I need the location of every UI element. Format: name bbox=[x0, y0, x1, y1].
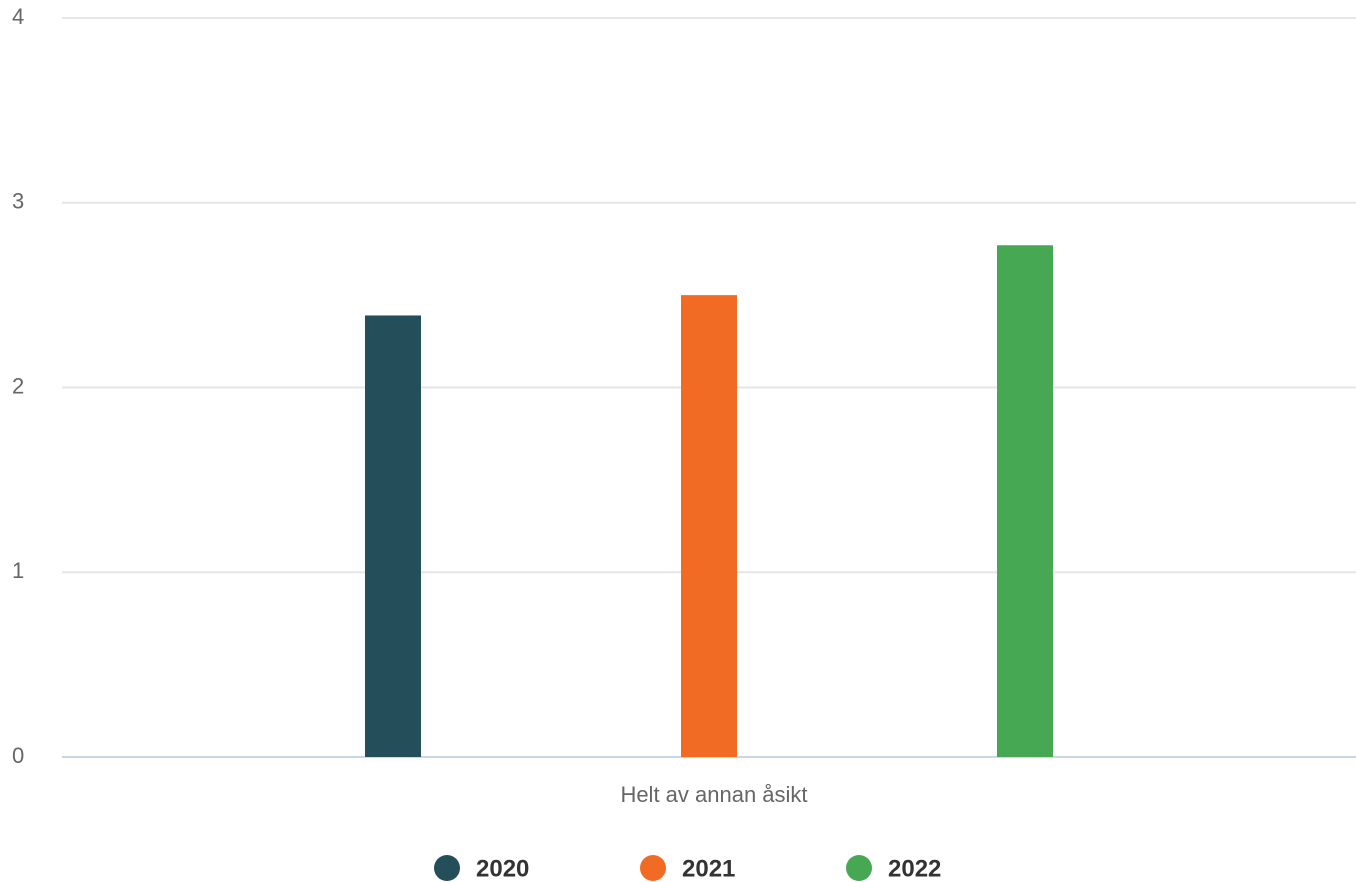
bar bbox=[997, 245, 1053, 757]
y-tick-label: 4 bbox=[12, 4, 24, 29]
legend-label: 2021 bbox=[682, 855, 735, 882]
y-tick-label: 2 bbox=[12, 373, 24, 398]
legend-label: 2022 bbox=[888, 855, 941, 882]
y-tick-label: 1 bbox=[12, 558, 24, 583]
bar bbox=[681, 295, 737, 757]
y-tick-label: 3 bbox=[12, 189, 24, 214]
x-tick-label: Helt av annan åsikt bbox=[620, 782, 807, 807]
legend-marker bbox=[846, 855, 872, 881]
legend-marker bbox=[640, 855, 666, 881]
bar bbox=[365, 315, 421, 757]
legend-marker bbox=[434, 855, 460, 881]
legend-label: 2020 bbox=[476, 855, 529, 882]
y-tick-label: 0 bbox=[12, 743, 24, 768]
